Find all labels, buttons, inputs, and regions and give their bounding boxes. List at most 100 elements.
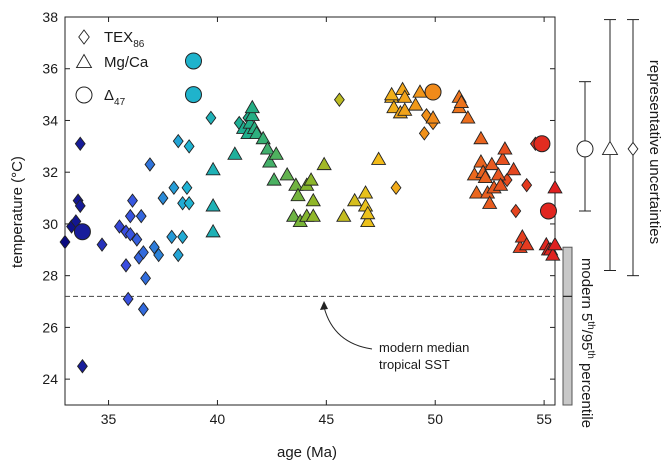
triangle-point: [492, 177, 509, 191]
y-tick-label: 38: [42, 9, 58, 25]
uncertainty-marker-triangle: [601, 140, 619, 155]
diamond-point: [177, 229, 189, 245]
diamond-point: [114, 219, 125, 234]
triangle-point: [460, 110, 476, 124]
triangle-point: [205, 198, 221, 212]
diamond-point: [140, 271, 152, 286]
legend-marker-diamond: [78, 29, 90, 45]
triangle-point: [360, 205, 376, 220]
diamond-point: [390, 180, 402, 195]
percentile-label-part: th: [585, 321, 596, 329]
diamond-point: [96, 237, 108, 252]
diamond-point: [521, 177, 533, 193]
axes-group: 35 40 45 50 55 24 26 28 30 32 34 36 38: [42, 9, 555, 427]
triangle-point: [346, 192, 363, 207]
triangle-point: [248, 125, 265, 140]
diamond-point: [131, 232, 143, 247]
legend-label: Mg/Ca: [104, 54, 149, 71]
diamond-point: [124, 227, 136, 242]
side-panel: modern 5th/95th percentilerepresentative…: [562, 19, 663, 428]
annotation-line-2: tropical SST: [379, 357, 450, 372]
triangle-point: [244, 99, 260, 114]
data-points-group: [59, 52, 563, 374]
triangle-point: [262, 154, 278, 168]
triangle-point: [303, 172, 319, 186]
triangle-point: [305, 208, 321, 222]
triangle-point: [468, 185, 485, 199]
diamond-point: [181, 180, 193, 195]
diamond-point: [183, 195, 195, 211]
circle-point: [424, 83, 442, 101]
annotation-arrow-head: [320, 301, 328, 310]
triangle-point: [425, 110, 441, 124]
circle-point: [184, 52, 202, 70]
y-tick-label: 36: [42, 61, 58, 77]
annotation-arrow-shaft: [323, 306, 373, 350]
triangle-point: [305, 192, 321, 207]
x-tick-label: 55: [536, 411, 552, 427]
diamond-point: [153, 247, 165, 263]
circle-point: [73, 223, 91, 241]
triangle-point: [255, 130, 271, 145]
triangle-point: [477, 169, 493, 183]
x-tick-label: 50: [427, 411, 443, 427]
triangle-point: [407, 97, 424, 111]
legend-marker-circle: [75, 86, 93, 104]
triangle-point: [285, 208, 302, 222]
triangle-point: [360, 213, 376, 227]
plot-border: [64, 16, 556, 406]
legend-marker-triangle: [75, 53, 93, 69]
diamond-point: [137, 245, 149, 260]
triangle-point: [268, 146, 284, 160]
diamond-point: [74, 198, 86, 214]
diamond-point: [137, 302, 149, 317]
triangle-point: [473, 130, 489, 145]
diamond-point: [135, 208, 147, 224]
circle-point: [539, 202, 557, 220]
triangle-point: [383, 86, 400, 101]
diamond-point: [510, 203, 522, 219]
diamond-point: [183, 139, 195, 154]
triangle-point: [453, 94, 470, 108]
diamond-point: [59, 234, 71, 250]
diamond-point: [172, 133, 184, 149]
triangle-point: [484, 156, 500, 171]
triangle-point: [412, 84, 428, 98]
triangle-point: [481, 195, 498, 209]
x-tick-label: 35: [101, 411, 117, 427]
uncertainties-label: representative uncertainties: [646, 60, 663, 244]
triangle-point: [473, 154, 489, 168]
x-tick-label: 40: [210, 411, 226, 427]
y-tick-label: 34: [42, 112, 58, 128]
triangle-point: [244, 107, 260, 121]
y-tick-label: 24: [42, 371, 58, 387]
triangle-point: [490, 166, 507, 181]
percentile-label-part: /95: [578, 330, 595, 351]
triangle-point: [357, 185, 374, 199]
y-axis-title: temperature (°C): [9, 156, 26, 268]
reference-line-group: [65, 295, 555, 350]
triangle-point: [290, 187, 306, 202]
triangle-point: [279, 166, 295, 181]
diamond-point: [144, 157, 156, 172]
x-tick-label: 45: [319, 411, 335, 427]
triangle-point: [547, 236, 563, 251]
diamond-point: [166, 229, 178, 245]
y-tick-label: 30: [42, 216, 58, 232]
triangle-point: [288, 177, 304, 191]
triangle-point: [259, 141, 276, 155]
diamond-point: [157, 190, 169, 206]
triangle-point: [266, 172, 282, 186]
triangle-point: [497, 141, 513, 155]
legend-label: TEX86: [104, 29, 145, 50]
triangle-point: [547, 179, 563, 194]
y-tick-label: 28: [42, 268, 58, 284]
uncertainty-marker-circle: [576, 140, 594, 158]
percentile-bar: [562, 246, 573, 406]
diamond-point: [127, 193, 138, 208]
diamond-point: [168, 180, 180, 195]
legend-subscript: 86: [133, 39, 145, 50]
triangle-point: [336, 208, 352, 222]
legend-label: Δ47: [104, 87, 126, 108]
